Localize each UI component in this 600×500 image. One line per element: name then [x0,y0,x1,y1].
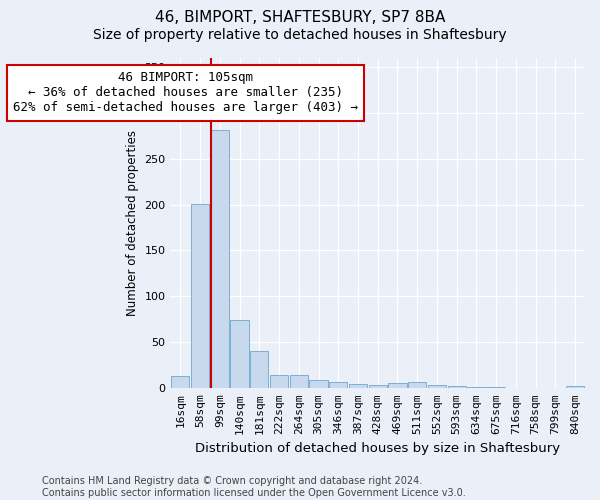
Bar [329,382,347,388]
Bar [388,383,407,388]
Bar [230,320,248,388]
Bar [171,376,190,388]
Bar [211,130,229,388]
Bar [428,384,446,388]
Bar [270,374,288,388]
Bar [290,376,308,388]
Bar [566,386,584,388]
X-axis label: Distribution of detached houses by size in Shaftesbury: Distribution of detached houses by size … [195,442,560,455]
Text: 46, BIMPORT, SHAFTESBURY, SP7 8BA: 46, BIMPORT, SHAFTESBURY, SP7 8BA [155,10,445,25]
Bar [250,350,268,389]
Text: 46 BIMPORT: 105sqm
← 36% of detached houses are smaller (235)
62% of semi-detach: 46 BIMPORT: 105sqm ← 36% of detached hou… [13,72,358,114]
Text: Contains HM Land Registry data © Crown copyright and database right 2024.
Contai: Contains HM Land Registry data © Crown c… [42,476,466,498]
Bar [408,382,426,388]
Bar [310,380,328,388]
Text: Size of property relative to detached houses in Shaftesbury: Size of property relative to detached ho… [93,28,507,42]
Bar [368,384,387,388]
Bar [191,204,209,388]
Y-axis label: Number of detached properties: Number of detached properties [126,130,139,316]
Bar [349,384,367,388]
Bar [448,386,466,388]
